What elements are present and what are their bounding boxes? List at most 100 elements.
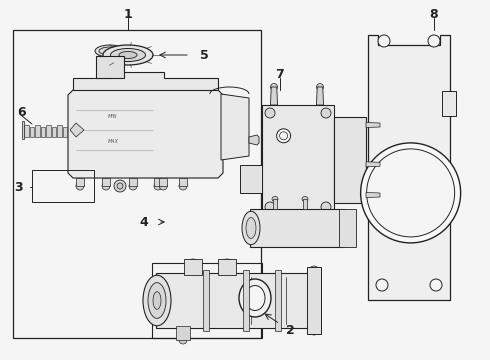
Polygon shape <box>221 94 249 160</box>
Text: 2: 2 <box>286 324 294 337</box>
Polygon shape <box>102 178 110 186</box>
Ellipse shape <box>246 217 256 238</box>
Circle shape <box>129 182 137 190</box>
Ellipse shape <box>111 49 146 62</box>
Circle shape <box>276 129 291 143</box>
Polygon shape <box>366 193 380 198</box>
Polygon shape <box>29 127 34 137</box>
Polygon shape <box>70 123 84 137</box>
Ellipse shape <box>103 45 153 65</box>
Ellipse shape <box>220 259 233 267</box>
Circle shape <box>361 143 461 243</box>
Text: 7: 7 <box>275 68 284 81</box>
Circle shape <box>430 279 442 291</box>
Circle shape <box>309 325 319 335</box>
Polygon shape <box>22 121 24 139</box>
Circle shape <box>345 234 353 242</box>
Polygon shape <box>334 117 366 203</box>
Polygon shape <box>57 125 62 137</box>
Polygon shape <box>24 125 28 137</box>
Circle shape <box>280 132 288 140</box>
Circle shape <box>317 84 323 90</box>
Ellipse shape <box>302 197 308 202</box>
Polygon shape <box>250 209 344 247</box>
Ellipse shape <box>153 292 161 309</box>
Polygon shape <box>243 270 249 331</box>
Ellipse shape <box>99 47 121 55</box>
Text: 6: 6 <box>18 105 26 118</box>
Circle shape <box>376 279 388 291</box>
Polygon shape <box>303 199 307 209</box>
Polygon shape <box>307 267 321 334</box>
Ellipse shape <box>99 51 121 60</box>
Ellipse shape <box>148 283 166 318</box>
Bar <box>32 170 94 202</box>
Circle shape <box>179 182 187 190</box>
Bar <box>13 30 261 338</box>
Polygon shape <box>240 165 262 193</box>
Text: 4: 4 <box>140 216 148 229</box>
Polygon shape <box>73 72 218 90</box>
Circle shape <box>345 215 353 222</box>
Ellipse shape <box>100 55 120 63</box>
Text: 1: 1 <box>123 8 132 21</box>
Polygon shape <box>179 178 187 186</box>
Polygon shape <box>270 87 277 105</box>
Polygon shape <box>366 122 380 127</box>
Polygon shape <box>218 259 236 275</box>
Circle shape <box>154 182 162 190</box>
Polygon shape <box>68 90 223 178</box>
Polygon shape <box>154 178 162 186</box>
Polygon shape <box>273 199 277 209</box>
Polygon shape <box>129 178 137 186</box>
Polygon shape <box>76 178 84 186</box>
Ellipse shape <box>187 259 199 267</box>
Ellipse shape <box>242 211 260 245</box>
Polygon shape <box>275 270 281 331</box>
Polygon shape <box>249 135 259 145</box>
Circle shape <box>321 108 331 118</box>
Polygon shape <box>203 270 209 331</box>
Polygon shape <box>96 56 124 78</box>
Circle shape <box>321 202 331 212</box>
Text: 5: 5 <box>199 49 208 62</box>
Polygon shape <box>442 91 456 116</box>
Circle shape <box>76 182 84 190</box>
Text: 3: 3 <box>14 180 23 194</box>
Circle shape <box>102 182 110 190</box>
Ellipse shape <box>143 275 171 326</box>
Circle shape <box>367 149 455 237</box>
Polygon shape <box>35 125 40 137</box>
Text: MIN: MIN <box>108 114 118 119</box>
Circle shape <box>378 35 390 47</box>
Circle shape <box>117 183 123 189</box>
Ellipse shape <box>239 279 271 317</box>
Circle shape <box>270 84 277 90</box>
Polygon shape <box>366 162 380 167</box>
Polygon shape <box>159 178 167 186</box>
Circle shape <box>114 180 126 192</box>
Polygon shape <box>46 125 50 137</box>
Text: MAX: MAX <box>107 139 119 144</box>
Text: 8: 8 <box>430 8 439 21</box>
Circle shape <box>265 202 275 212</box>
Ellipse shape <box>95 45 125 57</box>
Polygon shape <box>156 273 311 328</box>
Circle shape <box>179 336 187 344</box>
Polygon shape <box>41 127 45 137</box>
Polygon shape <box>176 326 190 340</box>
Polygon shape <box>262 105 334 215</box>
Polygon shape <box>51 127 56 137</box>
Polygon shape <box>63 127 67 137</box>
Circle shape <box>159 182 167 190</box>
Ellipse shape <box>245 285 265 310</box>
Circle shape <box>309 266 319 276</box>
Polygon shape <box>317 87 323 105</box>
Polygon shape <box>339 209 356 247</box>
Circle shape <box>265 108 275 118</box>
Polygon shape <box>368 35 450 300</box>
Ellipse shape <box>272 197 278 202</box>
Circle shape <box>428 35 440 47</box>
Ellipse shape <box>119 51 137 59</box>
Polygon shape <box>184 259 202 275</box>
